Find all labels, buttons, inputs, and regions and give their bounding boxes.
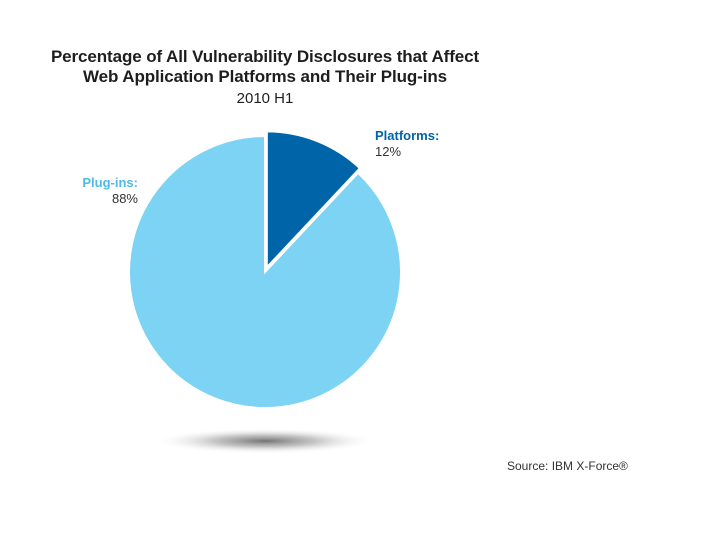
platforms-label-value: 12% <box>375 144 402 159</box>
source-note: Source: IBM X-Force® <box>507 459 628 473</box>
chart-title: Percentage of All Vulnerability Disclosu… <box>0 47 530 109</box>
plug-ins-label-value: 88% <box>111 191 138 206</box>
plug-ins-label: Plug-ins: 88% <box>60 175 138 207</box>
chart-subtitle: 2010 H1 <box>236 90 294 107</box>
platforms-label: Platforms: 12% <box>375 128 439 160</box>
chart-title-line-1: Percentage of All Vulnerability Disclosu… <box>50 47 480 66</box>
chart-title-line-2: Web Application Platforms and Their Plug… <box>83 67 447 86</box>
pie-shadow <box>153 428 377 454</box>
platforms-label-name: Platforms: <box>375 128 440 143</box>
pie-slice-platforms <box>265 130 362 270</box>
pie-slice-plug-ins <box>128 134 402 409</box>
plug-ins-label-name: Plug-ins: <box>82 175 138 190</box>
